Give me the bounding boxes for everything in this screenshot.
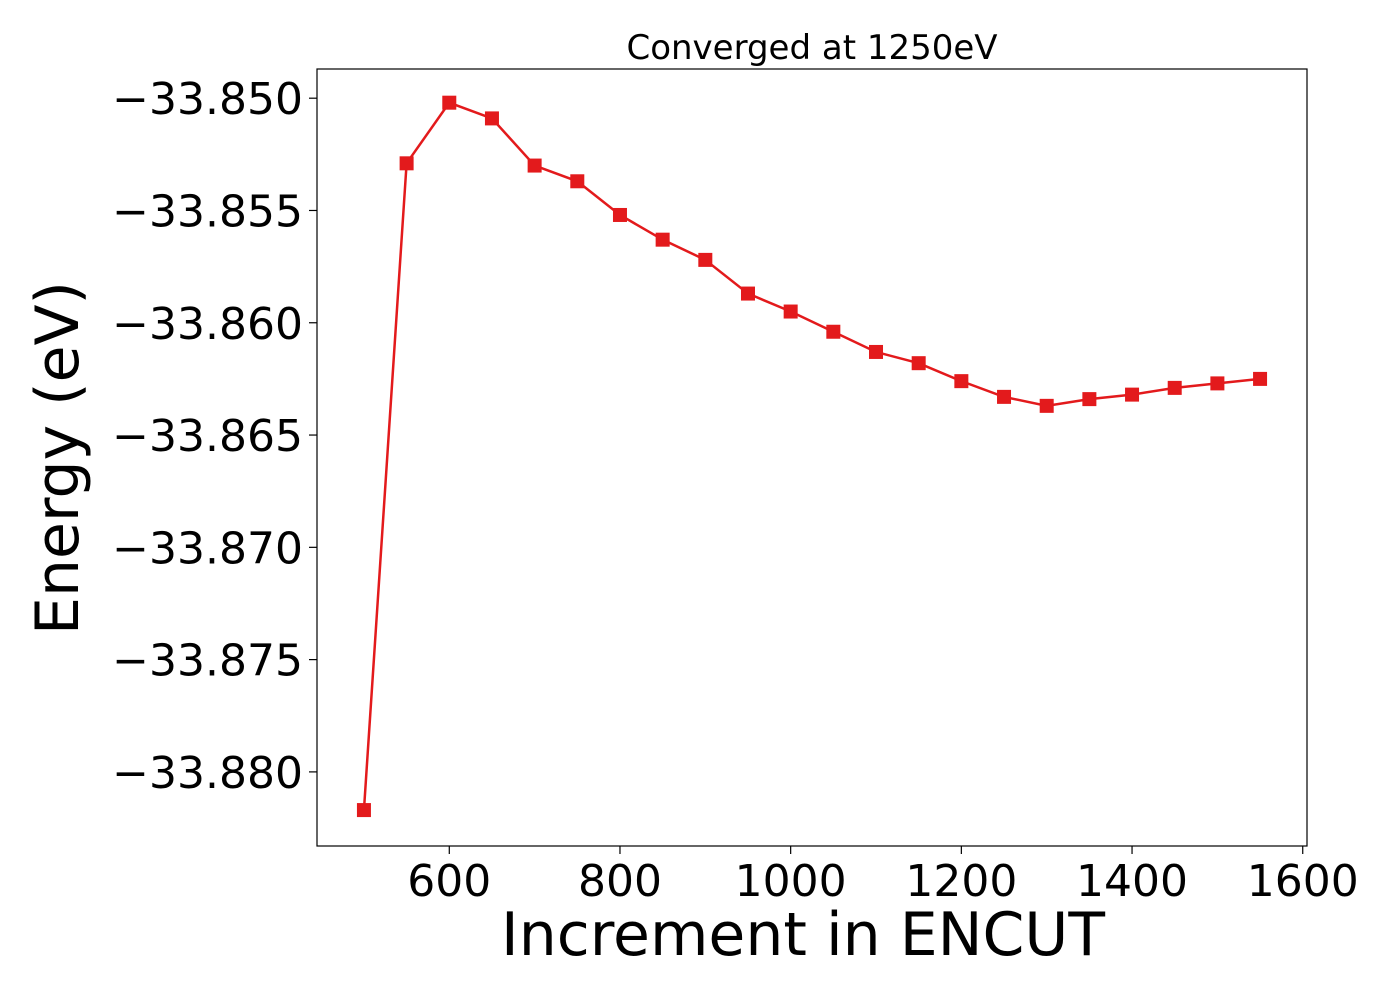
chart-title: Converged at 1250eV: [626, 28, 997, 68]
data-point: [869, 344, 884, 359]
data-point: [399, 156, 414, 171]
x-tick-label: 1000: [735, 856, 847, 907]
x-tick-label: 600: [407, 856, 491, 907]
y-tick-label: −33.865: [112, 411, 303, 462]
data-point: [1210, 376, 1225, 391]
x-tick-label: 1400: [1076, 856, 1188, 907]
x-tick-label: 1600: [1247, 856, 1359, 907]
y-tick-label: −33.850: [112, 74, 303, 125]
plot-frame: [316, 68, 1308, 847]
y-tick-label: −33.880: [112, 748, 303, 799]
y-tick-label: −33.855: [112, 186, 303, 237]
data-point: [911, 356, 926, 371]
y-tick-label: −33.875: [112, 636, 303, 687]
data-point: [612, 207, 627, 222]
data-point: [783, 304, 798, 319]
data-series: [356, 95, 1268, 818]
data-point: [655, 232, 670, 247]
data-point: [1253, 371, 1268, 386]
y-tick-label: −33.870: [112, 523, 303, 574]
y-tick-label: −33.860: [112, 299, 303, 350]
data-point: [1167, 380, 1182, 395]
y-axis-ticks: −33.850 −33.855 −33.860 −33.865 −33.870 −33.8…: [112, 74, 317, 799]
data-point: [997, 389, 1012, 404]
data-point: [1082, 392, 1097, 407]
data-point: [484, 111, 499, 126]
y-axis-label: Energy (eV): [23, 281, 93, 635]
data-point: [527, 158, 542, 173]
data-point: [826, 324, 841, 339]
data-point: [570, 174, 585, 189]
series-line: [362, 101, 1261, 811]
data-point: [954, 374, 969, 389]
x-tick-label: 800: [578, 856, 662, 907]
data-point: [740, 286, 755, 301]
data-point: [442, 95, 457, 110]
data-point: [698, 252, 713, 267]
data-point: [356, 803, 371, 818]
x-axis-label: Increment in ENCUT: [501, 900, 1105, 970]
data-point: [1039, 398, 1054, 413]
data-point: [1125, 387, 1140, 402]
x-axis-ticks: 600 800 1000 1200 1400 1600: [407, 846, 1359, 907]
x-tick-label: 1200: [905, 856, 1017, 907]
